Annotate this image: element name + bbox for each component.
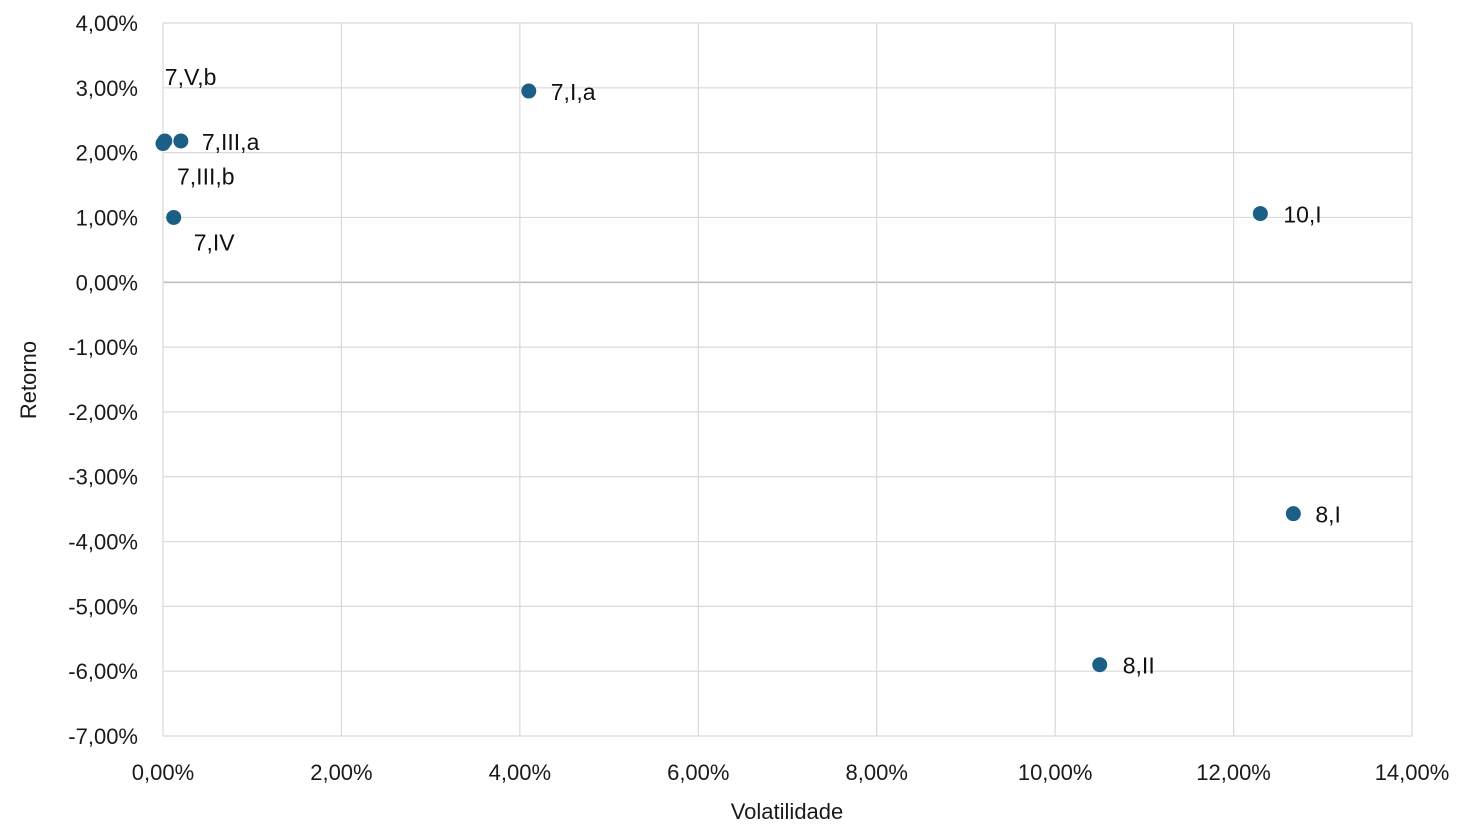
y-tick-label: -5,00% xyxy=(68,594,138,619)
data-point xyxy=(521,83,537,99)
data-label: 7,V,b xyxy=(165,64,217,90)
y-tick-label: -2,00% xyxy=(68,400,138,425)
y-tick-label: -7,00% xyxy=(68,724,138,749)
y-tick-label: -1,00% xyxy=(68,335,138,360)
x-tick-label: 4,00% xyxy=(489,760,551,785)
data-point xyxy=(166,209,182,225)
x-tick-label: 0,00% xyxy=(132,760,194,785)
y-axis-ticks: 4,00% 3,00% 2,00% 1,00% 0,00% -1,00% -2,00% -3,… xyxy=(68,11,138,749)
data-label: 7,IV xyxy=(194,229,236,255)
y-axis-title: Retorno xyxy=(16,341,41,419)
y-tick-label: 4,00% xyxy=(76,11,138,36)
data-label: 8,II xyxy=(1123,653,1155,679)
data-label: 7,III,b xyxy=(177,164,235,190)
x-tick-label: 14,00% xyxy=(1375,760,1450,785)
data-point xyxy=(155,136,171,152)
x-tick-label: 8,00% xyxy=(846,760,908,785)
data-point xyxy=(1252,206,1268,222)
grid-lines xyxy=(162,22,1413,737)
data-label: 10,I xyxy=(1283,202,1321,228)
y-tick-label: 3,00% xyxy=(76,76,138,101)
y-tick-label: 2,00% xyxy=(76,141,138,166)
data-points: 7,I,a 7,III,a 7,V,b 7,III,b 7,IV 10,I 8,I 8,II xyxy=(155,64,1341,679)
y-tick-label: 1,00% xyxy=(76,205,138,230)
x-tick-label: 6,00% xyxy=(667,760,729,785)
y-tick-label: -6,00% xyxy=(68,659,138,684)
data-point xyxy=(173,133,189,149)
data-point xyxy=(1285,506,1301,522)
y-tick-label: 0,00% xyxy=(76,270,138,295)
x-tick-label: 2,00% xyxy=(310,760,372,785)
y-tick-label: -4,00% xyxy=(68,530,138,555)
x-tick-label: 12,00% xyxy=(1196,760,1271,785)
data-point xyxy=(1092,657,1108,673)
x-axis-ticks: 0,00% 2,00% 4,00% 6,00% 8,00% 10,00% 12,00% 14,… xyxy=(132,760,1450,785)
y-tick-label: -3,00% xyxy=(68,465,138,490)
data-label: 8,I xyxy=(1315,502,1341,528)
x-axis-title: Volatilidade xyxy=(731,799,844,824)
x-tick-label: 10,00% xyxy=(1018,760,1093,785)
data-label: 7,I,a xyxy=(551,79,596,105)
data-label: 7,III,a xyxy=(202,129,260,155)
